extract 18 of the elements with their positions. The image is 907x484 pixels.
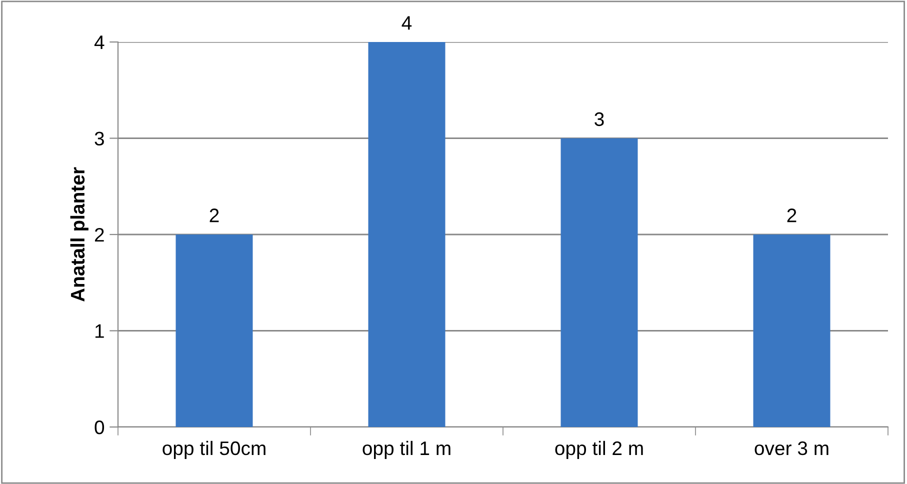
data-label: 3	[594, 112, 604, 126]
data-label: 2	[787, 208, 796, 222]
data-label: 4	[402, 16, 412, 30]
x-tick-label: opp til 1 m	[362, 440, 450, 460]
y-tick-label: 1	[95, 324, 104, 338]
bar	[368, 42, 446, 427]
bar	[560, 138, 638, 427]
x-tick-label: opp til 50cm	[162, 440, 266, 460]
y-tick-label: 3	[94, 132, 104, 146]
bar	[176, 234, 253, 427]
data-label: 2	[210, 208, 219, 222]
y-tick-label: 4	[94, 36, 104, 50]
y-tick-label: 0	[94, 420, 104, 434]
y-tick-label: 2	[94, 228, 104, 242]
bar	[753, 234, 830, 427]
x-tick-label: opp til 2 m	[555, 440, 643, 460]
x-tick-label: over 3 m	[754, 441, 828, 456]
y-axis-title: Anatall planter	[70, 167, 88, 302]
